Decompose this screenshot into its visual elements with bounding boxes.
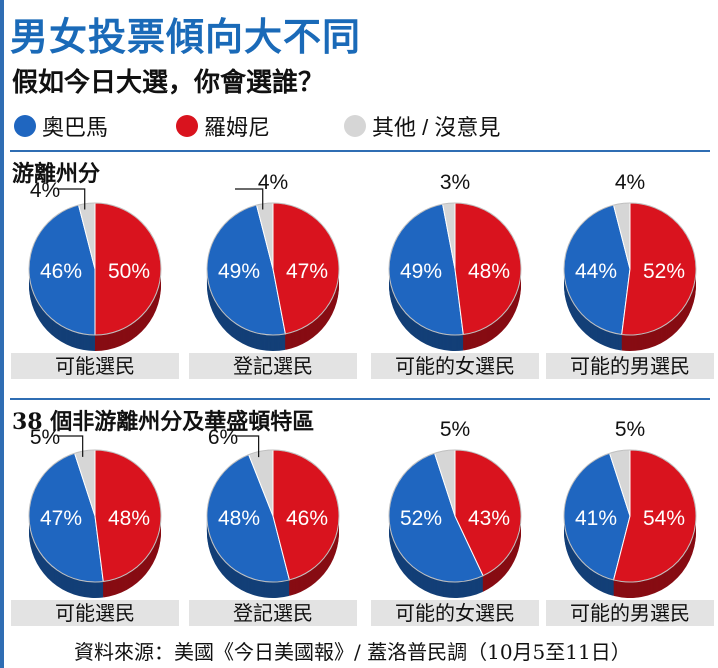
legend-swatch-other [344,115,366,137]
value-label-romney-1: 50% [108,260,150,283]
value-label-romney-8: 54% [643,507,685,530]
chart-question: 假如今日大選，你會選誰？ [12,68,325,98]
pie-slice-other-2 [255,202,274,270]
pie-slice-romney-8 [612,449,697,583]
pie-slice-other-5 [73,449,96,517]
value-label-obama-7: 52% [400,507,442,530]
pie-slice-romney-7 [454,449,522,577]
pie-chart-7: 52% 43% 5% 可能的女選民 [371,418,539,626]
section-title-nonswing: 38 個非游離州分及華盛頓特區 [12,409,315,435]
pie-slice-other-4 [612,202,631,270]
value-label-other-6: 6% [208,426,238,449]
pie-slice-obama-7 [388,452,484,583]
value-label-other-5: 5% [30,426,60,449]
pie-slice-obama-1 [28,204,96,336]
value-label-other-4: 4% [615,171,645,194]
pie-title-1: 可能選民 [55,355,135,378]
value-label-obama-5: 47% [40,507,82,530]
caption-band-5 [11,600,179,626]
pie-slice-obama-8 [563,452,631,581]
value-label-obama-8: 41% [575,507,617,530]
caption-band-7 [371,600,539,626]
value-label-romney-6: 46% [286,507,328,530]
pie-slice-obama-2 [206,204,286,336]
caption-band-4 [546,353,714,379]
value-label-obama-6: 48% [218,507,260,530]
section-title-swing: 游離州分 [12,161,101,187]
pie-chart-2: 49% 47% 4% 登記選民 [189,171,357,379]
value-label-other-7: 5% [440,418,470,441]
section-divider-swing [10,150,710,152]
pie-slice-obama-4 [563,204,631,336]
pie-slice-obama-3 [388,203,464,336]
caption-band-6 [189,600,357,626]
value-label-obama-3: 49% [400,260,442,283]
caption-band-1 [11,353,179,379]
legend-swatch-romney [176,115,198,137]
pie-title-8: 可能的男選民 [570,602,690,625]
pie-slice-romney-4 [621,202,697,336]
chart-title: 男女投票傾向大不同 [10,17,362,59]
value-label-obama-1: 46% [40,260,82,283]
pie-slice-romney-3 [454,202,522,336]
legend-label-other: 其他 / 沒意見 [372,115,501,140]
pie-slice-other-3 [442,202,456,270]
value-label-other-3: 3% [440,171,470,194]
section-divider-nonswing [10,398,710,400]
legend-swatch-obama [14,115,36,137]
value-label-romney-7: 43% [468,507,510,530]
value-label-other-8: 5% [615,418,645,441]
pie-slice-other-8 [608,449,631,517]
value-label-other-2: 4% [258,171,288,194]
pie-chart-5: 47% 48% 5% 可能選民 [11,426,179,626]
value-label-romney-4: 52% [643,260,685,283]
value-label-romney-5: 48% [108,507,150,530]
pie-chart-3: 49% 48% 3% 可能的女選民 [371,171,539,379]
legend-item-obama: 奧巴馬 [14,110,108,142]
value-label-obama-4: 44% [575,260,617,283]
source-note: 資料來源：美國《今日美國報》/ 蓋洛普民調（10月5至11日） [74,640,631,664]
pie-slice-romney-1 [94,202,162,336]
legend-label-obama: 奧巴馬 [42,115,109,140]
value-label-romney-3: 48% [468,260,510,283]
caption-band-3 [371,353,539,379]
legend-item-other: 其他 / 沒意見 [344,110,500,142]
pie-slice-other-7 [433,449,456,517]
pie-title-5: 可能選民 [55,602,135,625]
value-label-other-1: 4% [30,179,60,202]
value-label-obama-2: 49% [218,260,260,283]
pie-title-7: 可能的女選民 [395,602,515,625]
pie-chart-6: 48% 46% 6% 登記選民 [189,426,357,626]
pie-slice-romney-2 [272,202,340,335]
pie-chart-4: 44% 52% 4% 可能的男選民 [546,171,714,379]
accent-bar [0,0,4,668]
pie-slice-obama-6 [206,453,291,583]
pie-title-6: 登記選民 [233,602,313,625]
pie-title-3: 可能的女選民 [395,355,515,378]
pie-chart-1: 46% 50% 4% 可能選民 [11,179,179,379]
legend-label-romney: 羅姆尼 [204,115,271,140]
caption-band-8 [546,600,714,626]
pie-slice-other-1 [77,202,96,270]
pie-slice-romney-6 [272,449,340,581]
pie-title-4: 可能的男選民 [570,355,690,378]
pie-title-2: 登記選民 [233,355,313,378]
pie-slice-other-6 [248,449,274,517]
pie-slice-romney-5 [94,449,162,583]
caption-band-2 [189,353,357,379]
legend-item-romney: 羅姆尼 [176,110,270,142]
value-label-romney-2: 47% [286,260,328,283]
pie-chart-8: 41% 54% 5% 可能的男選民 [546,418,714,626]
